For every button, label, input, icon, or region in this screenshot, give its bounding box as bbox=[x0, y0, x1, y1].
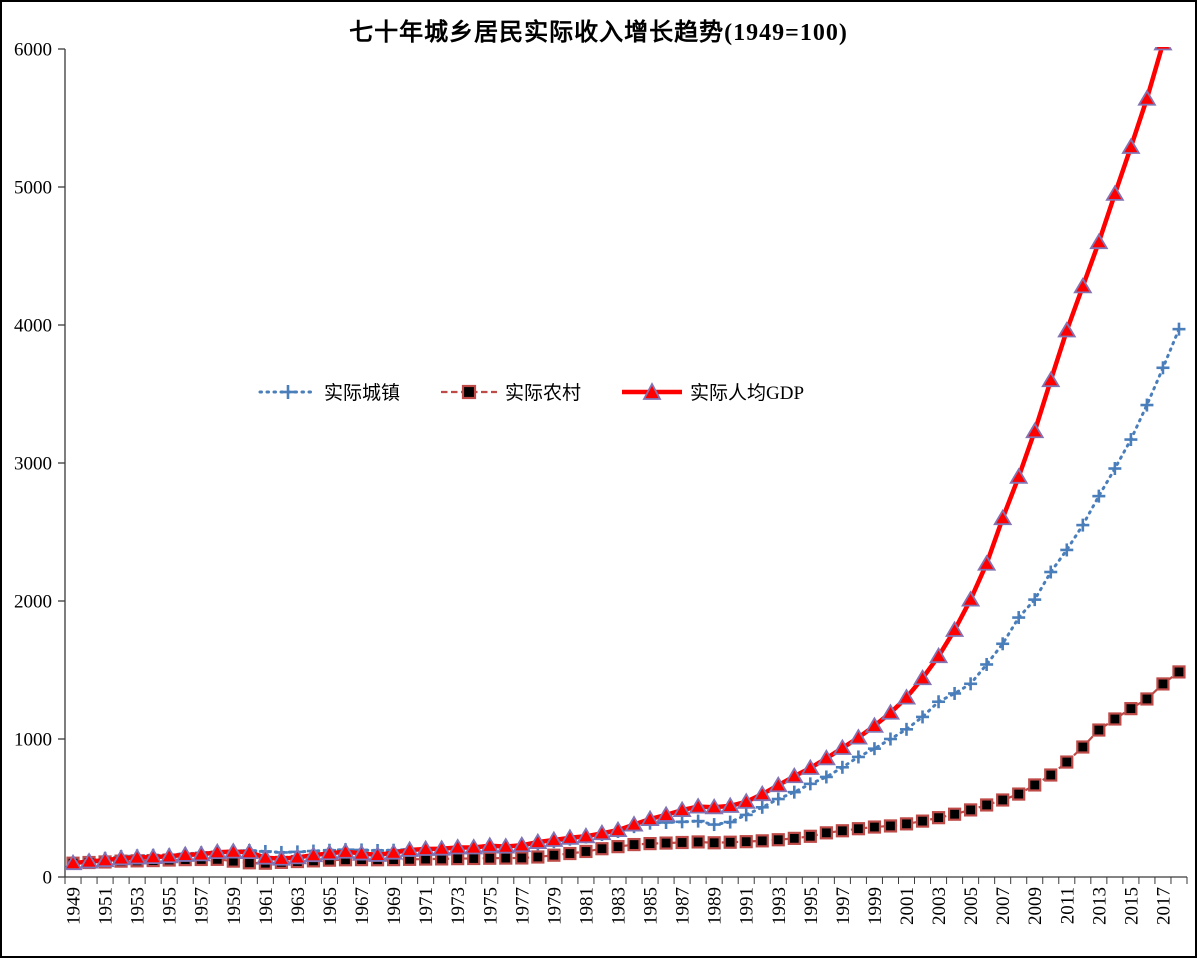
y-axis-label: 6000 bbox=[14, 40, 52, 61]
y-axis-label: 1000 bbox=[14, 730, 52, 751]
x-axis-label: 1951 bbox=[96, 887, 117, 925]
x-axis-label: 1959 bbox=[224, 887, 245, 925]
x-axis-label: 1957 bbox=[192, 887, 213, 925]
x-axis-label: 2003 bbox=[929, 887, 950, 925]
x-axis-label: 1963 bbox=[288, 887, 309, 925]
legend-item-urban: 实际城镇 bbox=[258, 378, 400, 405]
x-axis-label: 1999 bbox=[865, 887, 886, 925]
legend-item-rural: 实际农村 bbox=[439, 378, 581, 405]
x-axis-label: 1955 bbox=[160, 887, 181, 925]
x-axis-label: 1949 bbox=[64, 887, 85, 925]
x-axis-label: 2009 bbox=[1025, 887, 1046, 925]
x-axis-label: 1991 bbox=[737, 887, 758, 925]
y-axis-label: 5000 bbox=[14, 178, 52, 199]
x-axis-label: 1987 bbox=[673, 887, 694, 925]
x-axis-label: 1985 bbox=[641, 887, 662, 925]
x-axis-label: 1977 bbox=[512, 887, 533, 925]
series-实际农村 bbox=[66, 665, 1186, 870]
legend-label-urban: 实际城镇 bbox=[324, 383, 401, 404]
x-axis-label: 1973 bbox=[448, 887, 469, 925]
y-axis-label: 3000 bbox=[14, 454, 52, 475]
urban-dotted-plus-line-icon bbox=[258, 384, 318, 399]
x-axis-label: 1995 bbox=[801, 887, 822, 925]
x-axis-label: 2007 bbox=[993, 887, 1014, 925]
rural-dashed-square-line-icon bbox=[441, 384, 498, 399]
legend-label-rural: 实际农村 bbox=[505, 383, 582, 404]
series-实际人均GDP bbox=[65, 47, 1173, 871]
y-axis-label: 2000 bbox=[14, 592, 52, 613]
chart-legend: 实际城镇 实际农村 实际人均GDP bbox=[258, 378, 804, 405]
x-axis-label: 2001 bbox=[897, 887, 918, 925]
x-axis-label: 1981 bbox=[576, 887, 597, 925]
y-axis-label: 4000 bbox=[14, 316, 52, 337]
x-axis-label: 2005 bbox=[961, 887, 982, 925]
x-axis-label: 1969 bbox=[384, 887, 405, 925]
x-axis-label: 2013 bbox=[1089, 887, 1110, 925]
x-axis-label: 1979 bbox=[544, 887, 565, 925]
x-axis-label: 1953 bbox=[128, 887, 149, 925]
x-axis-label: 1993 bbox=[769, 887, 790, 925]
x-axis-label: 2017 bbox=[1153, 887, 1174, 925]
x-axis-label: 1971 bbox=[416, 887, 437, 925]
x-axis-label: 1961 bbox=[256, 887, 277, 925]
x-axis-label: 1965 bbox=[320, 887, 341, 925]
x-axis-label: 1967 bbox=[352, 887, 373, 925]
x-axis-label: 1983 bbox=[608, 887, 629, 925]
axes: 0 1000 2000 3000 4000 5000 6000 1949 1951 1953 195… bbox=[14, 40, 1188, 925]
legend-item-gdp: 实际人均GDP bbox=[620, 378, 804, 405]
x-axis-label: 2011 bbox=[1057, 887, 1078, 924]
y-axis-label: 0 bbox=[43, 868, 53, 889]
x-axis-label: 1989 bbox=[705, 887, 726, 925]
x-axis-label: 1997 bbox=[833, 887, 854, 925]
legend-label-gdp: 实际人均GDP bbox=[690, 383, 805, 404]
chart-title: 七十年城乡居民实际收入增长趋势(1949=100) bbox=[349, 20, 848, 46]
x-axis-label: 1975 bbox=[480, 887, 501, 925]
gdp-solid-triangle-line-icon bbox=[622, 381, 683, 400]
x-axis-label: 2015 bbox=[1121, 887, 1142, 925]
